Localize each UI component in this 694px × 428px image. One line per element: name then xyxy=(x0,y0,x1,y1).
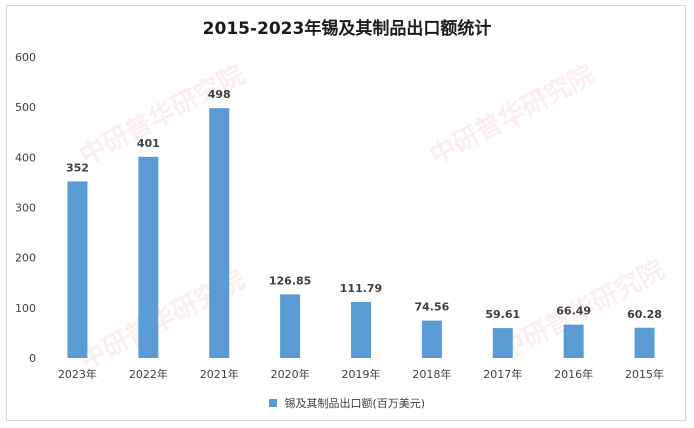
x-tick-label: 2018年 xyxy=(412,367,451,381)
data-label: 352 xyxy=(66,161,89,174)
bar xyxy=(492,328,513,358)
bar xyxy=(280,294,301,358)
data-label: 111.79 xyxy=(340,282,382,295)
data-label: 59.61 xyxy=(485,308,520,321)
data-label: 74.56 xyxy=(414,301,449,314)
chart-title: 2015-2023年锡及其制品出口额统计 xyxy=(202,19,492,39)
legend-swatch xyxy=(268,399,277,407)
bar xyxy=(138,156,159,358)
bar xyxy=(421,320,442,358)
x-tick-label: 2020年 xyxy=(271,367,310,381)
data-label: 498 xyxy=(208,88,231,101)
y-tick-label: 500 xyxy=(15,101,36,114)
x-axis: 2023年 2022年 2021年 2020年 2019年 2018年 2017年 2016年… xyxy=(58,367,664,381)
y-tick-label: 0 xyxy=(29,352,36,365)
x-tick-label: 2017年 xyxy=(483,367,522,381)
bar xyxy=(209,108,230,358)
x-tick-label: 2019年 xyxy=(342,367,381,381)
y-tick-label: 600 xyxy=(15,51,36,64)
bars xyxy=(67,108,655,358)
x-tick-label: 2021年 xyxy=(200,367,239,381)
y-axis: 0 100 200 300 400 500 600 xyxy=(15,51,36,365)
data-label: 60.28 xyxy=(627,308,662,321)
data-label: 401 xyxy=(137,137,160,150)
x-tick-label: 2023年 xyxy=(58,367,97,381)
y-tick-label: 300 xyxy=(15,202,36,215)
data-label: 66.49 xyxy=(556,305,591,318)
y-tick-label: 100 xyxy=(15,302,36,315)
bar xyxy=(634,327,655,358)
data-labels: 352 401 498 126.85 111.79 74.56 59.61 66.49 60.2… xyxy=(66,88,662,321)
bar xyxy=(67,181,88,358)
x-tick-label: 2015年 xyxy=(625,367,664,381)
legend-label: 锡及其制品出口额(百万美元) xyxy=(284,397,426,410)
legend: 锡及其制品出口额(百万美元) xyxy=(0,395,694,411)
bar xyxy=(351,301,371,358)
data-label: 126.85 xyxy=(269,274,311,287)
x-tick-label: 2022年 xyxy=(129,367,168,381)
y-tick-label: 400 xyxy=(15,151,36,164)
y-tick-label: 200 xyxy=(15,252,36,265)
x-tick-label: 2016年 xyxy=(554,367,593,381)
bar xyxy=(563,324,584,358)
